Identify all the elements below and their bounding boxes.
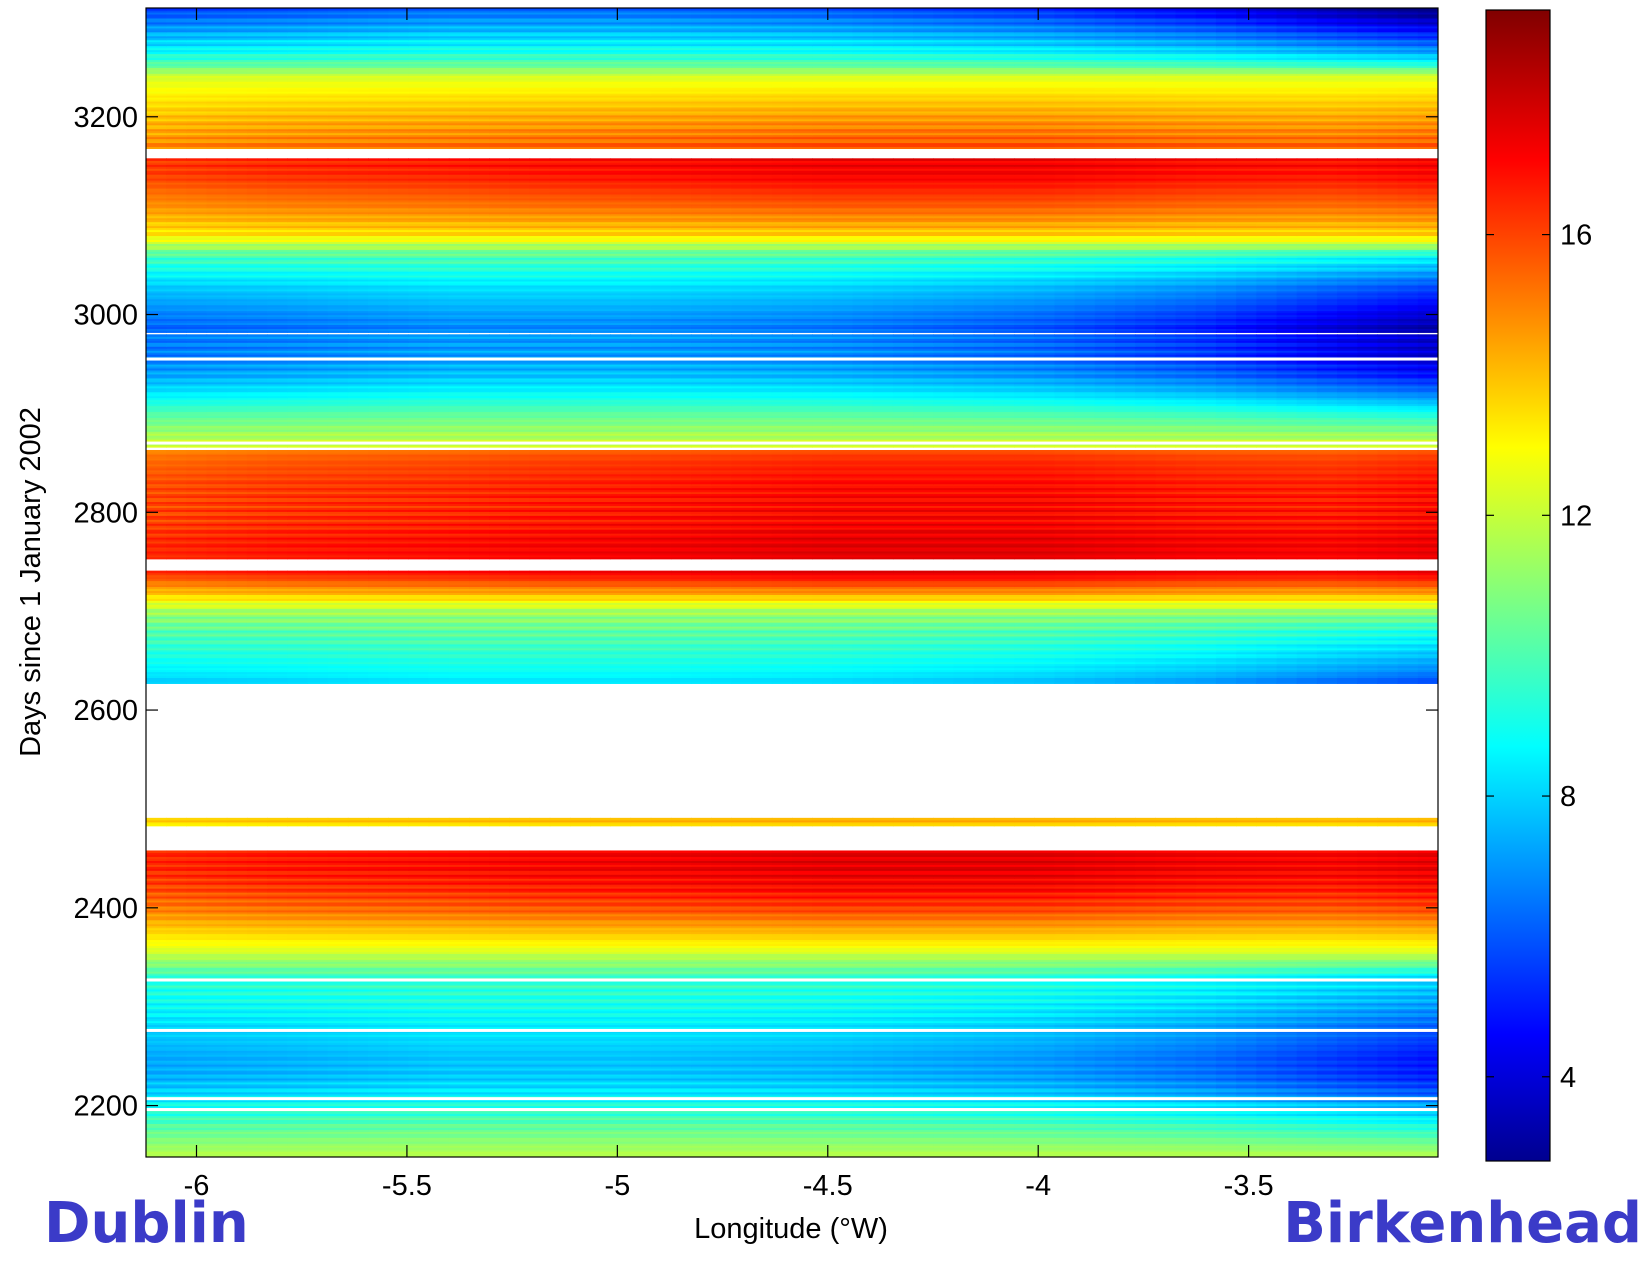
heatmap-plot: -6 -5.5 -5 -4.5 -4 -3.5 220024002600280030003… xyxy=(15,8,1439,1245)
heatmap-cells xyxy=(146,8,1439,1158)
